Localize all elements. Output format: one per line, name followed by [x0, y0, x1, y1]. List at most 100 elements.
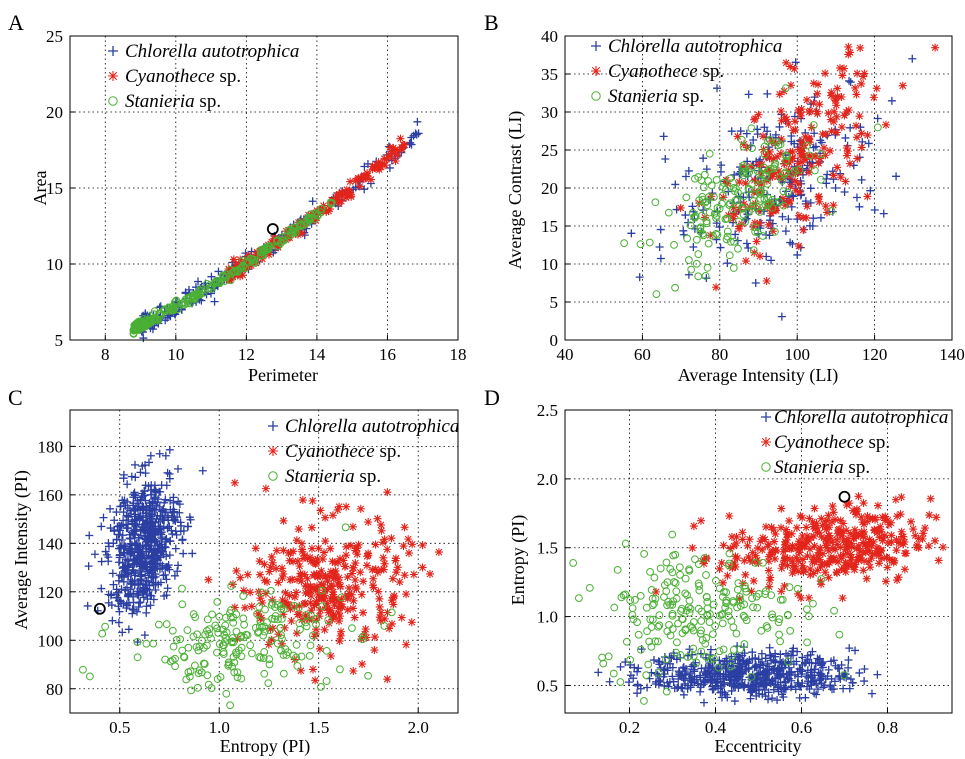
- point-stanieria: [783, 188, 792, 197]
- point-stanieria: [711, 622, 720, 630]
- point-cyanothece: [344, 186, 353, 195]
- point-chlorella: [831, 184, 840, 193]
- point-stanieria: [227, 582, 236, 590]
- point-cyanothece: [309, 665, 317, 674]
- point-cyanothece: [310, 571, 319, 580]
- point-stanieria: [130, 324, 139, 333]
- point-chlorella: [172, 530, 181, 539]
- point-chlorella: [156, 578, 165, 587]
- panel-a-highlight-point: [266, 223, 279, 235]
- point-chlorella: [122, 524, 131, 533]
- point-stanieria: [761, 200, 770, 209]
- point-stanieria: [621, 539, 630, 548]
- point-stanieria: [646, 568, 654, 576]
- point-cyanothece: [752, 237, 761, 246]
- point-stanieria: [234, 646, 243, 655]
- point-cyanothece: [794, 556, 803, 565]
- point-chlorella: [727, 657, 736, 666]
- point-chlorella: [706, 645, 715, 654]
- point-stanieria: [645, 637, 654, 646]
- point-cyanothece: [823, 208, 832, 217]
- point-chlorella: [142, 519, 151, 528]
- point-stanieria: [85, 672, 94, 681]
- point-stanieria: [683, 653, 692, 661]
- point-cyanothece: [333, 505, 342, 514]
- point-cyanothece: [818, 559, 827, 568]
- point-stanieria: [364, 671, 372, 680]
- point-cyanothece: [809, 553, 818, 562]
- point-stanieria: [704, 239, 713, 248]
- point-cyanothece: [731, 562, 740, 571]
- point-stanieria: [783, 611, 792, 620]
- point-stanieria: [178, 600, 187, 609]
- panel-a-legend: Chlorella autotrophica Cyanothece sp. St…: [108, 41, 299, 112]
- point-stanieria: [729, 623, 738, 632]
- point-stanieria: [719, 645, 728, 654]
- point-stanieria: [599, 659, 608, 668]
- point-cyanothece: [383, 488, 392, 497]
- point-stanieria: [768, 613, 777, 622]
- point-cyanothece: [733, 554, 742, 563]
- point-cyanothece: [390, 591, 399, 600]
- point-cyanothece: [821, 151, 830, 160]
- point-chlorella: [119, 474, 128, 483]
- panel-d-ticks: 0.2 0.4 0.6 0.80.51.01.52.02.5: [537, 401, 898, 737]
- point-cyanothece: [800, 542, 809, 551]
- point-chlorella: [858, 137, 867, 146]
- point-cyanothece: [357, 590, 366, 599]
- point-cyanothece: [333, 195, 342, 204]
- point-cyanothece: [796, 147, 805, 155]
- legend-entry-chlorella: Chlorella autotrophica: [285, 416, 459, 437]
- point-stanieria: [201, 630, 210, 639]
- point-stanieria: [193, 683, 202, 692]
- point-stanieria: [643, 627, 651, 636]
- point-stanieria: [803, 141, 812, 150]
- point-chlorella: [697, 664, 706, 673]
- point-chlorella: [778, 658, 787, 667]
- point-chlorella: [141, 511, 150, 520]
- point-stanieria: [698, 193, 707, 201]
- point-cyanothece: [854, 492, 863, 501]
- point-cyanothece: [314, 590, 323, 599]
- point-cyanothece: [758, 533, 767, 542]
- point-cyanothece: [290, 602, 299, 611]
- point-stanieria: [662, 687, 671, 696]
- point-cyanothece: [840, 111, 849, 120]
- point-cyanothece: [260, 560, 269, 569]
- point-chlorella: [789, 651, 798, 660]
- point-chlorella: [873, 670, 882, 679]
- panel-b-ytick-label: 10: [541, 255, 558, 274]
- point-stanieria: [181, 295, 190, 304]
- point-cyanothece: [733, 132, 742, 141]
- point-chlorella: [808, 647, 817, 656]
- point-stanieria: [317, 682, 325, 691]
- point-chlorella: [135, 533, 144, 542]
- point-stanieria: [672, 648, 681, 657]
- point-stanieria: [297, 652, 306, 661]
- point-cyanothece: [854, 555, 863, 564]
- point-stanieria: [758, 232, 767, 240]
- point-stanieria: [699, 183, 708, 192]
- point-cyanothece: [392, 568, 401, 577]
- point-chlorella: [857, 175, 866, 184]
- point-cyanothece: [805, 151, 814, 160]
- point-cyanothece: [870, 526, 879, 535]
- panel-d-xtick-label: 0.4: [705, 718, 727, 737]
- point-cyanothece: [846, 48, 855, 57]
- point-cyanothece: [330, 601, 339, 610]
- point-stanieria: [286, 231, 295, 240]
- point-stanieria: [142, 639, 151, 648]
- point-cyanothece: [345, 584, 354, 593]
- point-stanieria: [292, 653, 301, 662]
- point-chlorella: [157, 481, 166, 490]
- point-chlorella: [414, 129, 423, 138]
- point-cyanothece: [251, 544, 260, 553]
- point-cyanothece: [795, 540, 804, 549]
- point-chlorella: [855, 202, 864, 211]
- point-cyanothece: [767, 550, 776, 559]
- point-cyanothece: [855, 112, 864, 121]
- point-stanieria: [745, 185, 754, 194]
- point-stanieria: [616, 678, 625, 686]
- point-chlorella: [786, 238, 795, 247]
- point-cyanothece: [750, 176, 759, 185]
